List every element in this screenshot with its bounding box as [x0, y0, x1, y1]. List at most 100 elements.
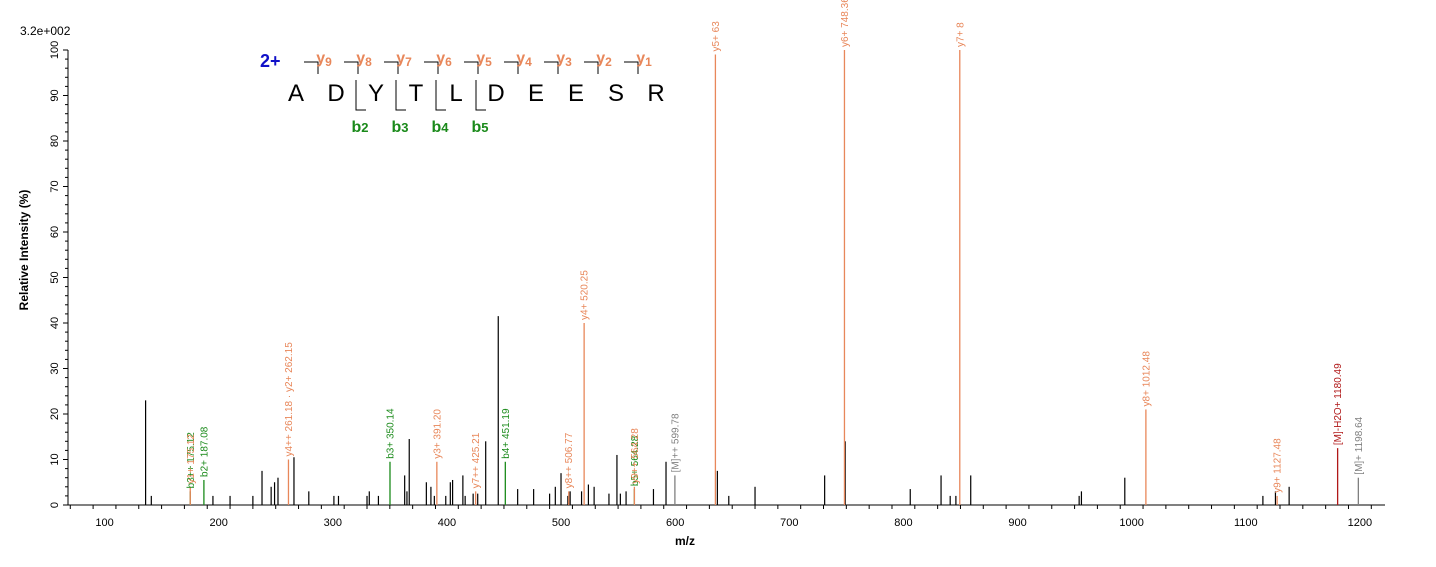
- b-ion-index: 4: [441, 120, 449, 135]
- y-ion-index: 7: [405, 55, 412, 69]
- peak-group: [145, 50, 1359, 505]
- b-ion-bracket: [355, 80, 366, 111]
- x-tick-label: 700: [780, 517, 798, 529]
- b-ion-bracket: [435, 80, 446, 111]
- b-ion-bracket: [395, 80, 406, 111]
- y-tick-label: 100: [49, 41, 61, 59]
- y-tick-label: 60: [49, 226, 61, 238]
- peak-label: b4+ 451.19: [501, 408, 512, 459]
- residue-letter: D: [327, 80, 344, 107]
- y-tick-label: 10: [49, 453, 61, 465]
- y-ion-marker: y6: [436, 50, 452, 69]
- y-ion-marker: y1: [636, 50, 652, 69]
- x-tick-label: 900: [1008, 517, 1026, 529]
- y-ion-bracket: [464, 61, 479, 74]
- y-tick-label: 90: [49, 89, 61, 101]
- y-ion-index: 9: [325, 55, 332, 69]
- b-ion-marker: b2: [351, 119, 368, 136]
- x-tick-label: 800: [894, 517, 912, 529]
- y-ion-marker: y9: [316, 50, 332, 69]
- y-ion-marker: y7: [396, 50, 412, 69]
- y-ion-index: 5: [485, 55, 492, 69]
- x-tick-group: 100 200 300 400 500 600 700 800 900 1000 1100 1200: [69, 505, 1372, 529]
- peak-label: y9++ 564.28: [630, 428, 641, 484]
- residue-letter: A: [288, 80, 304, 107]
- y-ion-bracket: [344, 61, 359, 74]
- x-tick-label: 400: [438, 517, 456, 529]
- peak-label: b3++ 175.12: [186, 432, 197, 489]
- y-ion-bracket: [424, 61, 439, 74]
- peak-label: y4+ 520.25: [580, 270, 591, 320]
- x-tick-label: 600: [666, 517, 684, 529]
- peak-label: y7++ 425.21: [471, 432, 482, 488]
- peak-label: b5+ 564.28: [630, 435, 641, 486]
- residue-letter: T: [409, 80, 424, 107]
- y-ion-index: 8: [365, 55, 372, 69]
- y-ion-bracket: [544, 61, 559, 74]
- x-tick-label: 500: [552, 517, 570, 529]
- residue-letter: L: [449, 80, 462, 107]
- y-ion-marker: y5: [476, 50, 492, 69]
- peak-label: y9+ 1127.48: [1273, 438, 1284, 493]
- y-ion-bracket: [504, 61, 519, 74]
- y-ion-index: 3: [565, 55, 572, 69]
- y-ion-index: 4: [525, 55, 532, 69]
- residue-letter: E: [568, 80, 584, 107]
- b-ion-marker: b3: [391, 119, 408, 136]
- y-tick-label: 50: [49, 271, 61, 283]
- residue-letter: Y: [368, 80, 384, 107]
- b-ion-bracket: [475, 80, 486, 111]
- charge-state-label: 2+: [260, 51, 281, 71]
- peak-label: y7+ 8: [955, 22, 966, 47]
- y-ion-bracket: [584, 61, 599, 74]
- y-tick-label: 20: [49, 408, 61, 420]
- b-ion-index: 3: [401, 120, 408, 135]
- y-ion-marker: y3: [556, 50, 572, 69]
- peak-label: y8++ 506.77: [564, 432, 575, 488]
- y-ion-marker: y2: [596, 50, 612, 69]
- y-ion-bracket: [384, 61, 399, 74]
- b-ion-index: 2: [361, 120, 368, 135]
- y-tick-label: 70: [49, 180, 61, 192]
- peak-label: [M]++ 599.78: [670, 413, 681, 472]
- peak-label: [M]+ 1198.64: [1354, 416, 1365, 474]
- residue-letter: R: [647, 80, 664, 107]
- y-ion-bracket: [304, 61, 319, 74]
- y-ion-index: 1: [645, 55, 652, 69]
- x-tick-label: 200: [209, 517, 227, 529]
- y-ion-bracket: [624, 61, 639, 74]
- b-ion-index: 5: [481, 120, 488, 135]
- peak-label: y4++ 261.18 · y2+ 262.15: [284, 342, 295, 457]
- y-tick-label: 80: [49, 135, 61, 147]
- residue-letter: S: [608, 80, 624, 107]
- y-tick-label: 30: [49, 362, 61, 374]
- x-tick-label: 1100: [1234, 517, 1258, 529]
- residue-letter: D: [487, 80, 504, 107]
- intensity-scale-label: 3.2e+002: [20, 24, 71, 38]
- b-ion-marker: b5: [471, 119, 488, 136]
- peak-label: y6+ 748.36: [840, 0, 851, 47]
- x-tick-label: 300: [324, 517, 342, 529]
- y-tick-label: 0: [49, 502, 61, 508]
- peak-label: y1+ 175.12: [186, 434, 197, 484]
- peak-label: y3+ 391.20: [432, 409, 443, 459]
- y-ion-marker: y8: [356, 50, 372, 69]
- peak-label: b2+ 187.08: [199, 426, 210, 477]
- x-tick-label: 1000: [1119, 517, 1143, 529]
- residue-letter: E: [528, 80, 544, 107]
- peak-label: [M]-H2O+ 1180.49: [1333, 363, 1344, 445]
- peak-label: y8+ 1012.48: [1141, 351, 1152, 407]
- y-ion-index: 6: [445, 55, 452, 69]
- y-axis-title: Relative Intensity (%): [17, 190, 31, 311]
- y-tick-label: 40: [49, 317, 61, 329]
- b-ion-marker: b4: [431, 119, 449, 136]
- peak-label: b3+ 350.14: [385, 408, 396, 459]
- y-ion-index: 2: [605, 55, 612, 69]
- y-tick-group: 0 10 20 30 40 50 60 70 80 90 100: [49, 41, 68, 508]
- x-tick-label: 100: [95, 517, 113, 529]
- y-ion-marker: y4: [516, 50, 532, 69]
